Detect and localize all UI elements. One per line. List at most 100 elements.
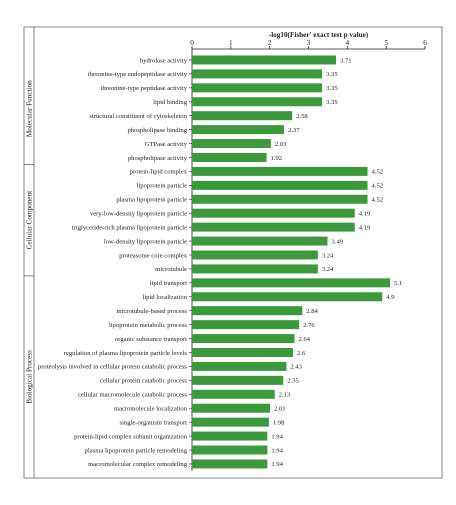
- bar: [192, 55, 337, 65]
- bar-value-label: 2.76: [303, 322, 315, 329]
- bar: [192, 403, 271, 413]
- category-label: cellular protein catabolic process: [100, 378, 187, 385]
- x-tick-label: 5: [384, 39, 388, 47]
- category-label: proteasome core complex: [119, 252, 187, 259]
- category-label: low-density lipoprotein particle: [104, 238, 187, 245]
- bar-value-label: 2.37: [288, 127, 300, 134]
- bar: [192, 194, 368, 204]
- bar-value-label: 4.19: [359, 210, 371, 217]
- category-label: plasma lipoprotein particle remodeling: [85, 447, 188, 454]
- bar-value-label: 2.84: [306, 308, 318, 315]
- category-label: threonine-type peptidase activity: [101, 85, 188, 92]
- category-label: lipoprotein particle: [137, 183, 187, 190]
- bar: [192, 334, 295, 344]
- bar-value-label: 4.52: [372, 169, 384, 176]
- category-label: organic substance transport: [115, 336, 187, 343]
- bar: [192, 111, 293, 121]
- bar: [192, 375, 284, 385]
- category-label: phospholipase activity: [128, 155, 188, 162]
- bar-value-label: 1.94: [271, 447, 283, 454]
- category-label: lipid localization: [143, 294, 188, 301]
- bar-value-label: 3.35: [326, 71, 338, 78]
- bar-value-label: 1.98: [273, 419, 285, 426]
- bar: [192, 417, 269, 427]
- category-label: lipoprotein metabolic process: [109, 322, 187, 329]
- category-label: macromolecule localization: [114, 406, 188, 413]
- category-label: single-organism transport: [120, 419, 188, 426]
- category-label: lipid binding: [153, 99, 188, 106]
- bar-value-label: 3.35: [326, 85, 338, 92]
- x-tick-label: 0: [190, 39, 194, 47]
- bar: [192, 69, 323, 79]
- chart-title: -log10(Fisher' exact test p value): [269, 31, 369, 39]
- bar: [192, 236, 328, 246]
- bar-value-label: 3.35: [326, 99, 338, 106]
- category-label: threonine-type endopeptidase activity: [88, 71, 188, 78]
- bar: [192, 180, 368, 190]
- category-label: structural constituent of cytoskeleton: [89, 113, 187, 120]
- bar: [192, 97, 323, 107]
- x-tick-label: 3: [307, 39, 311, 47]
- bar: [192, 264, 318, 274]
- category-label: protein-lipid complex: [130, 169, 188, 176]
- bar-value-label: 2.64: [299, 336, 311, 343]
- bar-value-label: 4.9: [386, 294, 395, 301]
- bar-value-label: 2.03: [275, 141, 287, 148]
- category-label: microtubule-based process: [117, 308, 188, 315]
- category-label: very-low-density lipoprotein particle: [90, 210, 187, 217]
- bar: [192, 208, 355, 218]
- bar: [192, 320, 300, 330]
- category-label: GTPase activity: [145, 141, 188, 148]
- category-label: plasma lipoprotein particle: [116, 197, 187, 204]
- category-label: microtubule: [155, 266, 187, 273]
- category-label: protein-lipid complex subunit organizati…: [74, 433, 188, 440]
- bar-value-label: 2.43: [290, 364, 302, 371]
- bar: [192, 152, 267, 162]
- bar: [192, 278, 391, 288]
- x-tick-label: 6: [423, 39, 427, 47]
- bar-value-label: 3.24: [322, 266, 334, 273]
- group-label: Biological Process: [26, 350, 34, 404]
- bar-value-label: 3.49: [332, 238, 344, 245]
- bar: [192, 306, 303, 316]
- bar: [192, 347, 293, 357]
- bar: [192, 459, 268, 469]
- bar-value-label: 1.92: [271, 155, 283, 162]
- group-label: Cellular Component: [26, 191, 34, 250]
- category-label: lipid transport: [150, 280, 187, 287]
- bar-value-label: 2.6: [297, 350, 306, 357]
- category-label: macromolecular complex remodeling: [88, 461, 188, 468]
- bar-value-label: 1.94: [271, 433, 283, 440]
- bar: [192, 389, 275, 399]
- category-label: proteolysis involved in cellular protein…: [38, 364, 187, 371]
- category-label: hydrolase activity: [140, 57, 188, 64]
- bar: [192, 125, 285, 135]
- bar: [192, 361, 287, 371]
- bar: [192, 166, 368, 176]
- bar: [192, 83, 323, 93]
- bar: [192, 139, 271, 149]
- category-label: phospholipase binding: [127, 127, 187, 134]
- group-label: Molecular Function: [26, 80, 34, 137]
- bar: [192, 431, 268, 441]
- bar-value-label: 5.1: [394, 280, 402, 287]
- bar: [192, 445, 268, 455]
- bar: [192, 222, 355, 232]
- bar: [192, 292, 383, 302]
- category-label: triglyceride-rich plasma lipoprotein par…: [72, 224, 187, 231]
- bar-value-label: 2.35: [287, 378, 299, 385]
- bar-value-label: 4.52: [372, 197, 384, 204]
- x-tick-label: 1: [229, 39, 233, 47]
- x-tick-label: 2: [268, 39, 272, 47]
- bar-value-label: 2.13: [279, 392, 291, 399]
- bar-value-label: 3.71: [340, 57, 352, 64]
- chart-frame: [23, 26, 443, 479]
- x-tick-label: 4: [346, 39, 350, 47]
- category-label: regulation of plasma lipoprotein particl…: [64, 350, 188, 357]
- bar-value-label: 4.19: [359, 224, 371, 231]
- bar-value-label: 2.01: [274, 406, 286, 413]
- category-label: cellular macromolecule catabolic process: [78, 392, 187, 399]
- bar: [192, 250, 318, 260]
